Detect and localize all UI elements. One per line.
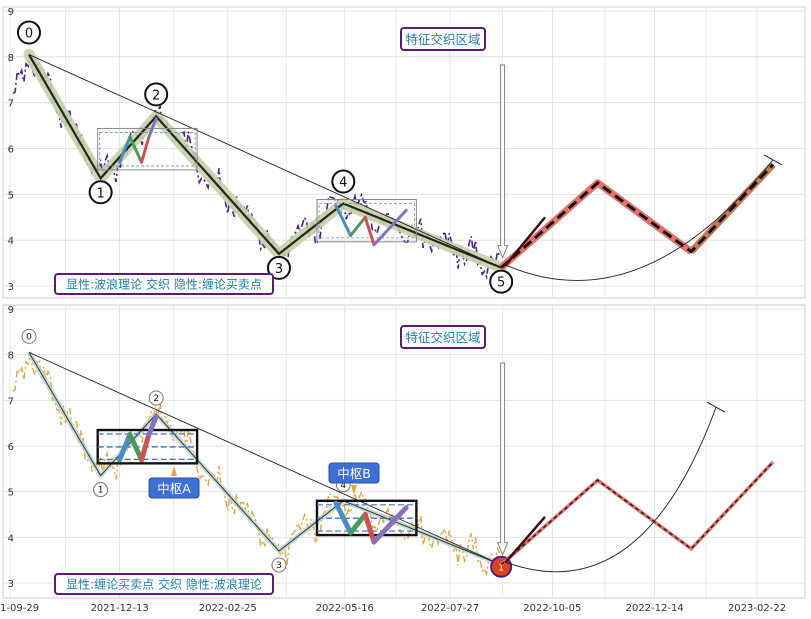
y-tick-label: 4: [8, 236, 14, 247]
caption-box: [54, 573, 274, 595]
sub-wave-segment: [363, 215, 376, 247]
sub-wave-segment: [127, 432, 145, 463]
sub-wave-segment: [333, 500, 354, 536]
wave-point-marker: [93, 482, 109, 498]
wave-point-label: 2: [152, 88, 160, 103]
sub-wave-segment: [371, 505, 409, 545]
pivot-box: [97, 127, 198, 171]
region-label: 特征交织区域: [405, 32, 480, 47]
wave-point-marker: [88, 180, 113, 205]
y-tick-label: 8: [8, 53, 14, 64]
wave-point-label: 5: [497, 276, 505, 291]
y-tick-label: 4: [8, 533, 14, 544]
x-tick-label: 2022-02-25: [199, 603, 257, 614]
caption-box: [54, 273, 274, 295]
y-tick-label: 3: [8, 579, 14, 590]
wave-point-label: 4: [340, 481, 346, 491]
projection-arc: [507, 159, 774, 281]
pivot-inner: [99, 132, 196, 167]
sub-wave-segment: [117, 432, 133, 463]
projection-line: [500, 461, 774, 566]
breakout-segment: [504, 515, 546, 564]
caption-label: 显性:波浪理论 交织 隐性:缠论买卖点: [66, 277, 262, 292]
buy-point-label: 1: [498, 564, 504, 574]
wave-point-label: 1: [98, 486, 104, 496]
wave-point-label: 0: [26, 332, 32, 342]
pivot-box: [316, 199, 417, 243]
arc-cap: [763, 154, 783, 166]
y-tick-label: 6: [8, 145, 14, 156]
x-axis: 2021-09-29 2021-12-13 2022-02-25 2022-05-16…: [0, 603, 786, 614]
wave-point-marker: [148, 390, 164, 406]
pivot-pointer: [351, 485, 357, 495]
trend-line: [28, 351, 502, 566]
arc-cap: [706, 401, 726, 413]
sub-wave-segment: [140, 135, 151, 164]
wave-point-marker: [144, 82, 169, 107]
y-tick-label: 7: [8, 99, 14, 110]
projection-line: [500, 163, 775, 269]
y-tick-label: 5: [8, 190, 14, 201]
sub-wave-segment: [362, 512, 377, 545]
y-tick-label: 6: [8, 442, 14, 453]
sub-wave-segment: [349, 215, 367, 238]
caption-label: 显性:缠论买卖点 交织 隐性:波浪理论: [66, 577, 262, 592]
sub-wave-segment: [334, 204, 353, 238]
sub-wave-segment: [118, 135, 132, 164]
trend-line: [28, 54, 502, 269]
wave-point-marker: [266, 255, 291, 280]
region-arrow: [496, 64, 509, 259]
region-label-box: [400, 27, 486, 51]
sub-wave-segment: [348, 512, 368, 536]
sub-wave-segment: [372, 208, 408, 247]
region-arrow: [496, 362, 509, 556]
sub-wave-segment: [128, 135, 144, 164]
pivot-pointer: [171, 466, 177, 476]
pivot-label: 中枢A: [157, 481, 191, 496]
y-tick-label: 9: [8, 305, 14, 316]
y-tick-label: 9: [8, 7, 14, 18]
wave-point-marker: [21, 328, 37, 344]
wave-point-marker: [17, 20, 42, 45]
wave-point-label: 3: [275, 262, 283, 277]
wave-point-label: 2: [153, 394, 159, 404]
wave-line: [28, 53, 502, 269]
wave-line: [28, 352, 502, 566]
wave-point-marker: [489, 269, 514, 294]
breakout-segment: [504, 216, 546, 267]
y-tick-label: 5: [8, 488, 14, 499]
sub-wave-segment: [147, 117, 158, 139]
wave-point-label: 0: [25, 27, 33, 42]
x-tick-label: 2022-07-27: [421, 603, 479, 614]
x-tick-label: 2022-12-14: [626, 603, 684, 614]
pivot-inner: [318, 203, 415, 239]
wave-point-label: 3: [276, 561, 282, 571]
x-tick-label: 2022-10-05: [523, 603, 581, 614]
y-tick-label: 7: [8, 396, 14, 407]
wave-point-marker: [271, 557, 287, 573]
y-tick-label: 8: [8, 351, 14, 362]
y-tick-label: 3: [8, 282, 14, 293]
region-label-box: [400, 325, 486, 349]
x-tick-label: 2021-12-13: [91, 603, 149, 614]
x-tick-label: 2022-05-16: [316, 603, 374, 614]
x-tick-label: 2021-09-29: [0, 603, 39, 614]
wave-point-label: 1: [96, 186, 104, 201]
x-tick-label: 2023-02-22: [728, 603, 786, 614]
pivot-label: 中枢B: [337, 466, 371, 481]
sub-wave-segment: [139, 432, 152, 463]
wave-point-label: 4: [339, 176, 347, 191]
region-label: 特征交织区域: [405, 330, 480, 345]
pivot-label-box: [328, 462, 380, 484]
sub-wave-segment: [146, 413, 159, 438]
pivot-label-box: [148, 477, 200, 499]
projection-arc: [507, 407, 717, 573]
wave-point-marker: [331, 169, 356, 194]
